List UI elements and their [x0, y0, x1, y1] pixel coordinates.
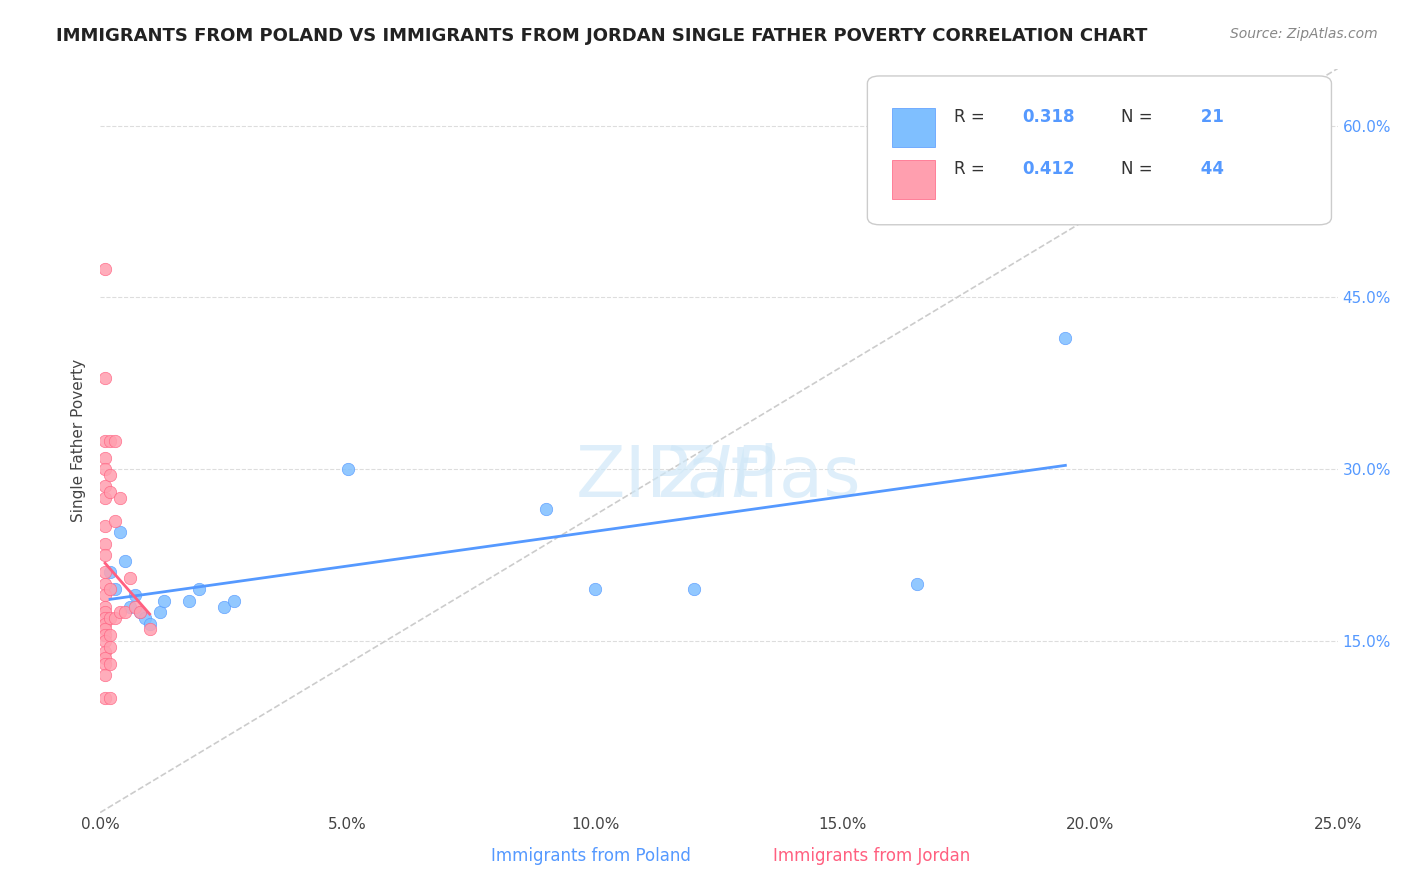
- Point: [94, 491, 117, 505]
- Point: [534, 502, 557, 516]
- Point: [94, 605, 117, 619]
- Point: [94, 645, 117, 659]
- Point: [128, 605, 150, 619]
- Point: [153, 594, 176, 608]
- Point: [94, 261, 117, 276]
- Point: [98, 434, 121, 448]
- Point: [114, 554, 136, 568]
- Point: [336, 462, 359, 476]
- Point: [98, 657, 121, 671]
- Point: [222, 594, 245, 608]
- Y-axis label: Single Father Poverty: Single Father Poverty: [72, 359, 86, 522]
- Point: [683, 582, 706, 597]
- Point: [1054, 330, 1077, 344]
- Text: IMMIGRANTS FROM POLAND VS IMMIGRANTS FROM JORDAN SINGLE FATHER POVERTY CORRELATI: IMMIGRANTS FROM POLAND VS IMMIGRANTS FRO…: [56, 27, 1147, 45]
- Point: [94, 657, 117, 671]
- Text: ZIPatlas: ZIPatlas: [576, 443, 862, 512]
- Point: [94, 588, 117, 602]
- Point: [134, 611, 156, 625]
- Text: N =: N =: [1121, 108, 1159, 126]
- Point: [148, 605, 170, 619]
- Point: [94, 691, 117, 706]
- Point: [179, 594, 201, 608]
- Point: [104, 611, 127, 625]
- Text: 44: 44: [1195, 160, 1225, 178]
- Point: [94, 434, 117, 448]
- Point: [128, 605, 150, 619]
- Point: [104, 582, 127, 597]
- Point: [98, 485, 121, 500]
- Point: [94, 611, 117, 625]
- Text: 0.412: 0.412: [1022, 160, 1074, 178]
- Bar: [893, 108, 935, 146]
- Text: Source: ZipAtlas.com: Source: ZipAtlas.com: [1230, 27, 1378, 41]
- Point: [104, 434, 127, 448]
- Point: [583, 582, 606, 597]
- Point: [94, 623, 117, 637]
- Point: [94, 370, 117, 384]
- Point: [98, 640, 121, 654]
- Point: [108, 605, 131, 619]
- Point: [98, 565, 121, 579]
- Text: 0.318: 0.318: [1022, 108, 1074, 126]
- Text: Immigrants from Poland: Immigrants from Poland: [491, 847, 690, 865]
- Point: [138, 616, 160, 631]
- Point: [124, 588, 146, 602]
- Point: [94, 633, 117, 648]
- FancyBboxPatch shape: [868, 76, 1331, 225]
- Point: [98, 611, 121, 625]
- Point: [212, 599, 235, 614]
- Point: [108, 491, 131, 505]
- Point: [94, 576, 117, 591]
- Point: [94, 651, 117, 665]
- Text: Immigrants from Jordan: Immigrants from Jordan: [773, 847, 970, 865]
- Point: [94, 519, 117, 533]
- Text: R =: R =: [955, 108, 990, 126]
- Point: [98, 691, 121, 706]
- Point: [104, 514, 127, 528]
- Point: [124, 599, 146, 614]
- Point: [114, 605, 136, 619]
- Text: N =: N =: [1121, 160, 1159, 178]
- Point: [94, 616, 117, 631]
- Text: 21: 21: [1195, 108, 1225, 126]
- Bar: [893, 160, 935, 199]
- Point: [138, 623, 160, 637]
- Point: [108, 525, 131, 540]
- Point: [94, 628, 117, 642]
- Point: [94, 479, 117, 493]
- Point: [94, 462, 117, 476]
- Point: [94, 565, 117, 579]
- Point: [98, 582, 121, 597]
- Point: [188, 582, 211, 597]
- Point: [94, 668, 117, 682]
- Point: [94, 548, 117, 562]
- Point: [118, 599, 141, 614]
- Point: [94, 450, 117, 465]
- Text: R =: R =: [955, 160, 990, 178]
- Point: [94, 599, 117, 614]
- Point: [94, 536, 117, 550]
- Point: [98, 467, 121, 482]
- Point: [98, 628, 121, 642]
- Point: [118, 571, 141, 585]
- Point: [905, 576, 928, 591]
- Text: ZIP: ZIP: [662, 443, 776, 512]
